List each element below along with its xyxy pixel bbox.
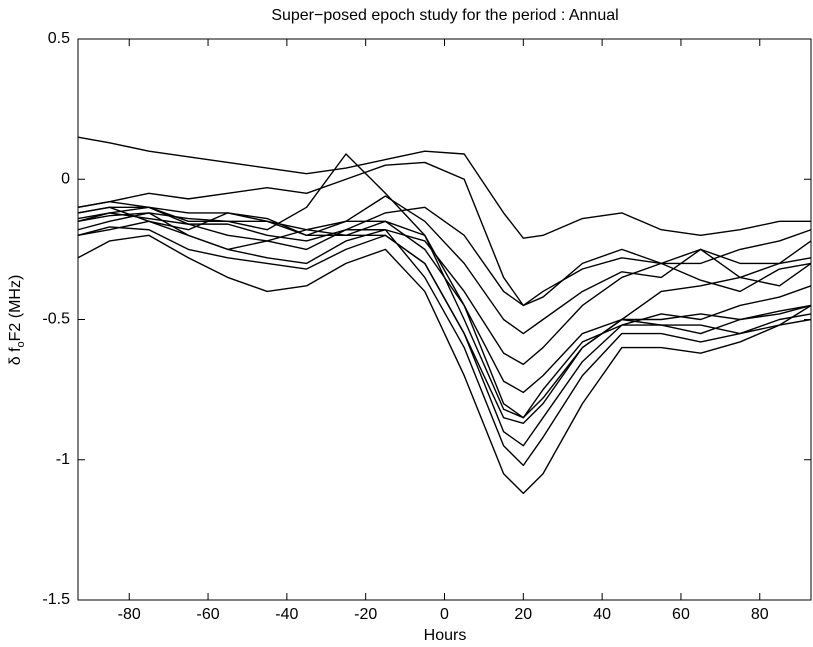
series-line: [77, 153, 812, 419]
x-tick-label: 20: [514, 606, 532, 623]
y-label-sub: o: [15, 341, 27, 347]
y-tick-label: 0.5: [48, 30, 70, 47]
y-axis-label: δ foF2 (MHz): [7, 275, 27, 366]
x-tick-label: 80: [751, 606, 769, 623]
x-tick-label: -60: [196, 606, 219, 623]
x-axis-label: Hours: [424, 627, 467, 644]
series-line: [77, 234, 812, 495]
y-label-part: F2 (MHz): [7, 275, 24, 342]
y-label-part: δ f: [7, 347, 24, 365]
y-tick-label: -1.5: [42, 591, 70, 608]
y-tick-label: -0.5: [42, 311, 70, 328]
y-tick-label: -1: [56, 451, 70, 468]
series-line: [77, 212, 812, 467]
y-tick-label: 0: [61, 170, 70, 187]
series-line: [77, 161, 812, 307]
x-tick-label: -40: [275, 606, 298, 623]
series-line: [77, 200, 812, 419]
series-line: [77, 206, 812, 307]
x-tick-label: -20: [354, 606, 377, 623]
chart-title: Super−posed epoch study for the period :…: [271, 7, 618, 24]
series-line: [77, 206, 812, 366]
series-line: [77, 226, 812, 424]
x-tick-label: 40: [593, 606, 611, 623]
x-tick-label: 60: [672, 606, 690, 623]
series-line: [77, 136, 811, 239]
x-tick-label: -80: [118, 606, 141, 623]
x-tick-label: 0: [440, 606, 449, 623]
